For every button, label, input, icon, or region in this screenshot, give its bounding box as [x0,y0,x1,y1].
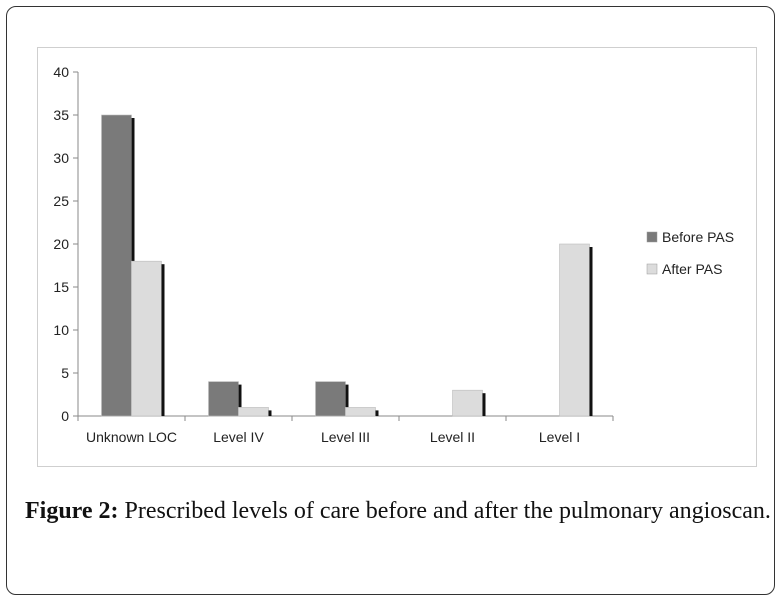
figure-frame: 0 5 10 15 20 25 30 35 40 Unknown LOC Level IV Level… [6,6,775,595]
legend-label: Before PAS [662,229,734,245]
y-tick-label: 20 [53,236,69,252]
y-tick-label: 40 [53,64,69,80]
bar-shadow [161,264,165,416]
figure-caption: Figure 2: Prescribed levels of care befo… [25,495,775,528]
bar-before-pas [101,114,132,417]
bar-after-pas [345,407,376,417]
bar-after-pas [131,260,162,417]
bar-shadow [238,384,242,416]
caption-label: Figure 2: [25,498,119,524]
bar-shadow [589,247,593,416]
bar-before-pas [208,381,239,417]
caption-text: Prescribed levels of care before and aft… [118,498,771,524]
bar-shadow [268,410,272,416]
y-tick-label: 10 [53,322,69,338]
bar-shadow [345,384,349,416]
y-tick-label: 30 [53,150,69,166]
x-category-label: Level III [321,429,370,445]
bar-shadow [482,393,486,416]
bar-after-pas [559,243,590,417]
legend-swatch [646,231,658,243]
legend-label: After PAS [662,261,722,277]
bar-after-pas [238,407,269,417]
bar-chart: 0 5 10 15 20 25 30 35 40 Unknown LOC Level IV Level… [53,64,734,445]
bar-shadow [375,410,379,416]
bar-after-pas [452,389,483,417]
x-category-label: Level IV [213,429,264,445]
y-tick-label: 0 [61,408,69,424]
y-tick-label: 25 [53,193,69,209]
x-category-label: Unknown LOC [86,429,177,445]
legend-swatch [646,263,658,275]
chart-container: 0 5 10 15 20 25 30 35 40 Unknown LOC Level IV Level… [37,47,757,467]
y-tick-label: 15 [53,279,69,295]
y-tick-label: 5 [61,365,69,381]
y-tick-label: 35 [53,107,69,123]
x-category-label: Level I [539,429,580,445]
x-category-label: Level II [430,429,475,445]
bar-before-pas [315,381,346,417]
